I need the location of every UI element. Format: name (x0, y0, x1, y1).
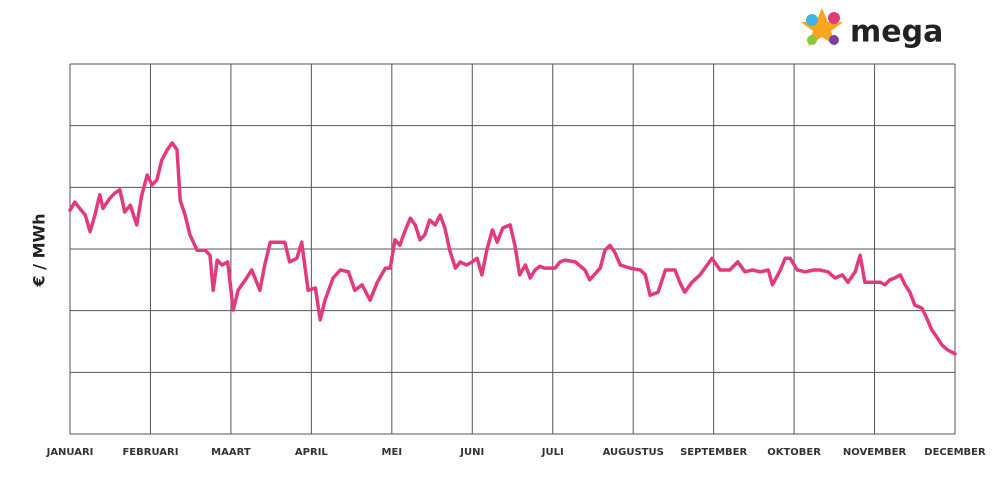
x-tick-label: APRIL (295, 447, 328, 458)
x-tick-label: SEPTEMBER (680, 447, 747, 458)
logo-text: mega (850, 15, 943, 50)
logo-dot (828, 12, 840, 24)
x-tick-label: OKTOBER (767, 447, 821, 458)
logo-dot (806, 14, 818, 26)
x-tick-label: DECEMBER (924, 447, 986, 458)
logo-dot (829, 35, 839, 45)
x-tick-label: JANUARI (46, 447, 94, 458)
x-tick-label: JUNI (459, 447, 484, 458)
logo-dot (807, 35, 817, 45)
price-line (68, 141, 957, 356)
x-tick-label: MAART (211, 447, 251, 458)
x-tick-label: JULI (541, 447, 564, 458)
y-axis-label: € / MWh (30, 213, 49, 287)
x-tick-label: NOVEMBER (843, 447, 907, 458)
x-tick-label: MEI (382, 447, 403, 458)
logo: mega (801, 8, 943, 50)
x-tick-label: FEBRUARI (122, 447, 178, 458)
x-tick-label: AUGUSTUS (603, 447, 664, 458)
